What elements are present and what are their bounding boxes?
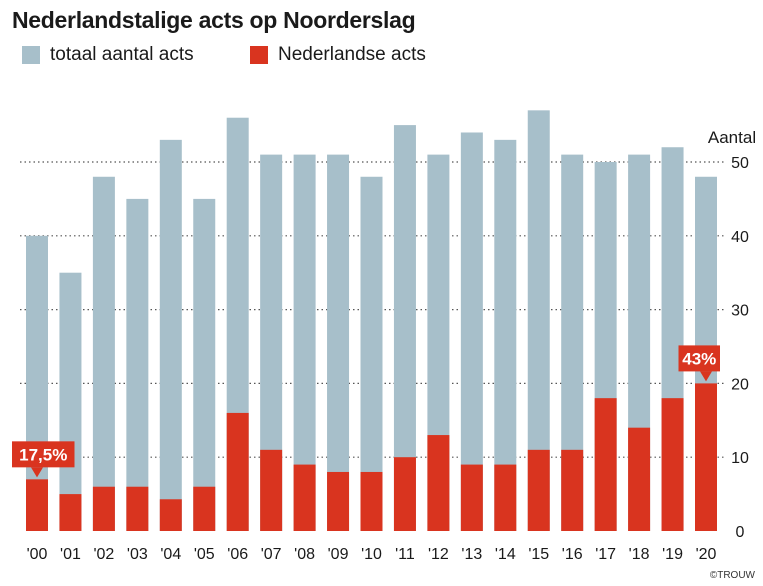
legend-item-dutch: Nederlandse acts <box>250 44 426 66</box>
bar-total-9 <box>327 154 350 531</box>
y-tick-label-30: 30 <box>731 303 749 320</box>
x-tick-label-5: '05 <box>194 546 215 563</box>
x-tick-label-4: '04 <box>160 546 181 563</box>
x-tick-label-8: '08 <box>294 546 315 563</box>
y-tick-label-50: 50 <box>731 155 749 172</box>
bar-total-1 <box>59 272 82 531</box>
x-tick-label-16: '16 <box>562 546 583 563</box>
bar-total-4 <box>159 139 182 532</box>
bar-total-10 <box>360 176 383 531</box>
x-tick-label-13: '13 <box>461 546 482 563</box>
bar-dutch-16 <box>561 449 584 531</box>
x-tick-label-20: '20 <box>696 546 717 563</box>
legend-label-dutch: Nederlandse acts <box>278 44 426 65</box>
bar-total-5 <box>193 198 216 531</box>
x-tick-label-2: '02 <box>93 546 114 563</box>
x-tick-label-3: '03 <box>127 546 148 563</box>
callout-0: 17,5% <box>12 441 75 478</box>
bar-dutch-18 <box>628 427 651 531</box>
bar-dutch-6 <box>226 412 249 531</box>
bar-dutch-0 <box>26 479 48 531</box>
bar-dutch-20 <box>695 383 717 531</box>
callout-pointer-1 <box>700 371 712 382</box>
legend-swatch-total <box>22 46 40 64</box>
bar-dutch-3 <box>126 486 149 531</box>
bar-dutch-10 <box>360 471 383 531</box>
bar-dutch-13 <box>460 464 483 531</box>
bar-dutch-11 <box>393 457 416 531</box>
callout-label-0: 17,5% <box>19 445 67 464</box>
bar-dutch-2 <box>92 486 115 531</box>
bar-total-13 <box>460 132 483 532</box>
x-tick-label-1: '01 <box>60 546 81 563</box>
legend: totaal aantal acts Nederlandse acts <box>22 44 582 68</box>
legend-swatch-dutch <box>250 46 268 64</box>
bar-total-11 <box>393 125 416 531</box>
bar-dutch-8 <box>293 464 316 531</box>
y-tick-label-40: 40 <box>731 229 749 246</box>
bar-dutch-5 <box>193 486 216 531</box>
bar-dutch-7 <box>260 449 283 531</box>
y-tick-label-20: 20 <box>731 376 749 393</box>
x-tick-label-11: '11 <box>395 546 415 563</box>
credit-label: ©TROUW <box>709 570 755 581</box>
bar-dutch-19 <box>661 398 684 531</box>
x-tick-label-9: '09 <box>328 546 349 563</box>
bar-dutch-9 <box>327 471 350 531</box>
x-tick-label-12: '12 <box>428 546 449 563</box>
bar-total-8 <box>293 154 316 531</box>
bar-dutch-17 <box>594 398 617 531</box>
x-tick-label-0: '00 <box>27 546 48 563</box>
x-tick-label-19: '19 <box>662 546 683 563</box>
legend-label-total: totaal aantal acts <box>50 44 194 65</box>
x-tick-label-7: '07 <box>261 546 282 563</box>
y-tick-label-0: 0 <box>736 524 745 541</box>
bar-total-15 <box>527 110 550 531</box>
callout-label-1: 43% <box>682 349 716 368</box>
bar-total-14 <box>494 139 517 532</box>
x-tick-label-6: '06 <box>227 546 248 563</box>
y-tick-label-10: 10 <box>731 450 749 467</box>
bar-total-2 <box>92 176 115 531</box>
bar-dutch-12 <box>427 435 450 531</box>
bar-total-7 <box>260 154 283 531</box>
callout-box-1 <box>678 345 720 372</box>
legend-item-total: totaal aantal acts <box>22 44 194 66</box>
bar-total-3 <box>126 198 149 531</box>
bar-total-16 <box>561 154 584 531</box>
x-tick-label-10: '10 <box>361 546 382 563</box>
x-tick-label-14: '14 <box>495 546 516 563</box>
x-tick-label-18: '18 <box>629 546 650 563</box>
callout-pointer-0 <box>31 467 43 478</box>
bar-dutch-1 <box>59 494 82 531</box>
chart-title: Nederlandstalige acts op Noorderslag <box>12 7 416 33</box>
x-tick-label-17: '17 <box>595 546 616 563</box>
bar-dutch-14 <box>494 464 517 531</box>
y-axis-label: Aantal <box>708 128 756 147</box>
callout-box-0 <box>12 441 75 468</box>
bar-dutch-15 <box>527 449 550 531</box>
x-tick-label-15: '15 <box>528 546 549 563</box>
bar-dutch-4 <box>159 499 182 531</box>
callout-1: 43% <box>678 345 720 382</box>
